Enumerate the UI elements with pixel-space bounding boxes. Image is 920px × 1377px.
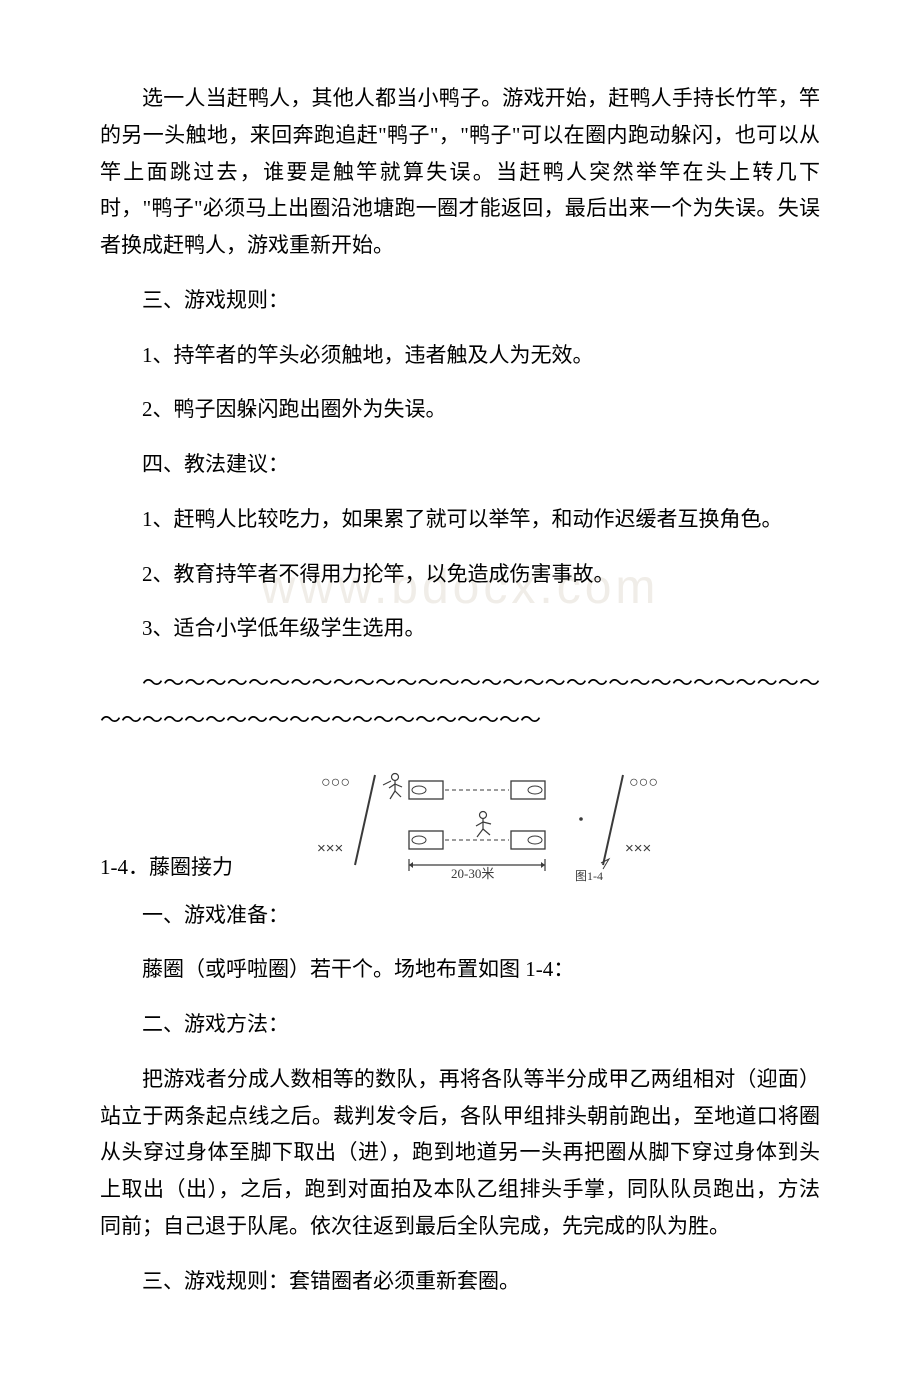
rule-item: 2、鸭子因躲闪跑出圈外为失误。 bbox=[100, 391, 820, 428]
paragraph: 选一人当赶鸭人，其他人都当小鸭子。游戏开始，赶鸭人手持长竹竿，竿的另一头触地，来… bbox=[100, 80, 820, 264]
figure-1-4: ○○○ ○○○ ××× ××× bbox=[313, 757, 673, 887]
diagram-circles: ○○○ bbox=[321, 774, 350, 791]
heading-prep: 一、游戏准备： bbox=[100, 897, 820, 934]
prep-body: 藤圈（或呼啦圈）若干个。场地布置如图 1-4： bbox=[100, 951, 820, 988]
document-body: 选一人当赶鸭人，其他人都当小鸭子。游戏开始，赶鸭人手持长竹竿，竿的另一头触地，来… bbox=[100, 80, 820, 1299]
suggestion-item: 3、适合小学低年级学生选用。 bbox=[100, 610, 820, 647]
heading-suggestions: 四、教法建议： bbox=[100, 446, 820, 483]
heading-rules: 三、游戏规则： bbox=[100, 282, 820, 319]
diagram-x: ××× bbox=[625, 840, 651, 857]
suggestion-item: 1、赶鸭人比较吃力，如果累了就可以举竿，和动作迟缓者互换角色。 bbox=[100, 501, 820, 538]
section-index: 1-4．藤圈接力 bbox=[100, 851, 233, 891]
separator: ～～～～～～～～～～～～～～～～～～～～～～～～～～～～～～～～～～～～～～～～… bbox=[100, 665, 820, 739]
heading-rules-2: 三、游戏规则：套错圈者必须重新套圈。 bbox=[100, 1263, 820, 1300]
suggestion-item: 2、教育持竿者不得用力抡竿，以免造成伤害事故。 bbox=[100, 556, 820, 593]
heading-method: 二、游戏方法： bbox=[100, 1006, 820, 1043]
diagram-circles: ○○○ bbox=[629, 774, 658, 791]
rule-item: 1、持竿者的竿头必须触地，违者触及人为无效。 bbox=[100, 337, 820, 374]
method-body: 把游戏者分成人数相等的数队，再将各队等半分成甲乙两组相对（迎面）站立于两条起点线… bbox=[100, 1061, 820, 1245]
diagram-x: ××× bbox=[317, 840, 343, 857]
diagram-distance: 20-30米 bbox=[451, 866, 494, 881]
diagram-figure-label: 图1-4 bbox=[575, 869, 603, 883]
